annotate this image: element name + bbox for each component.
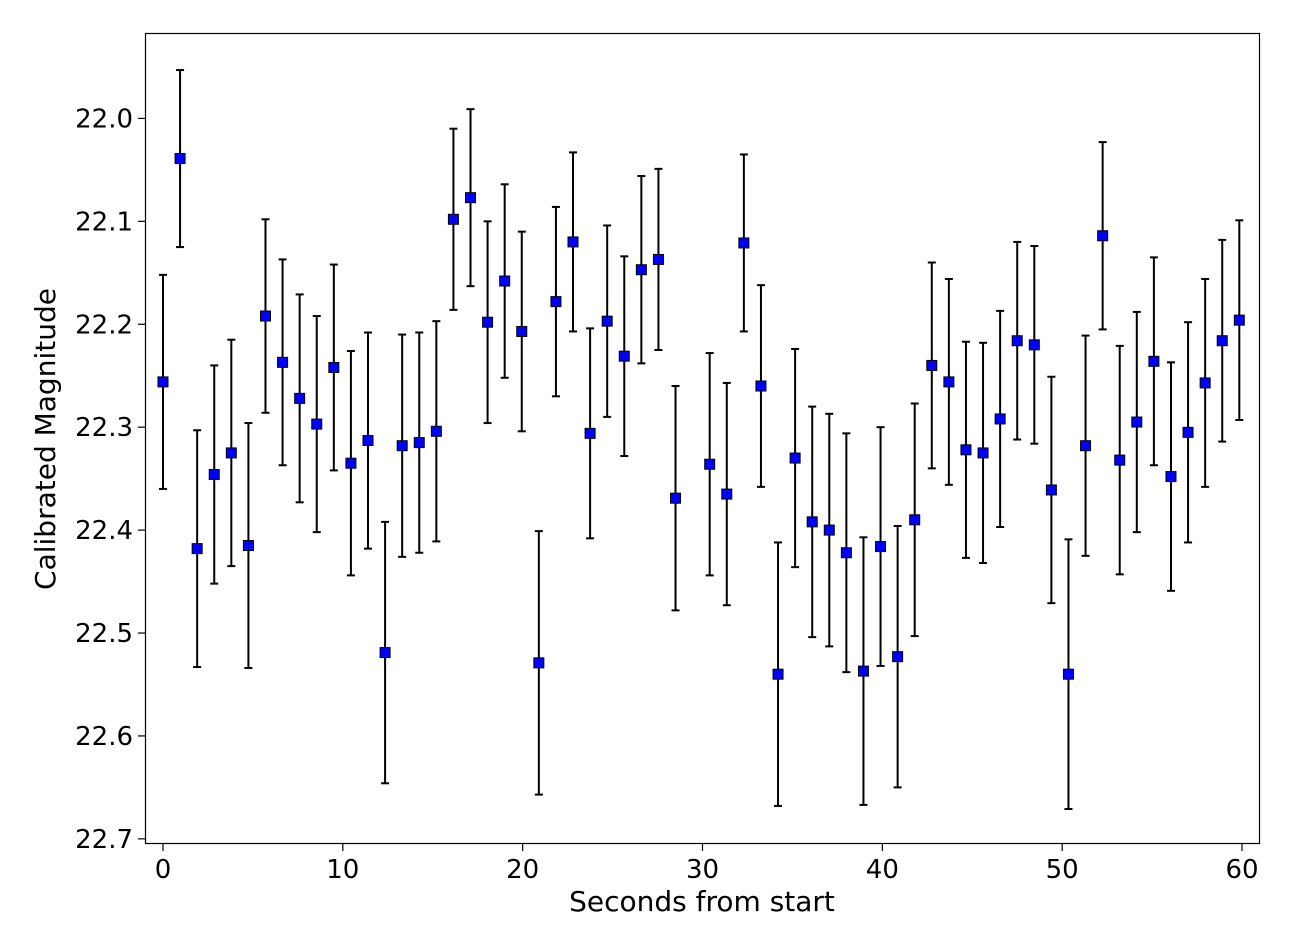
data-point — [396, 440, 408, 452]
data-point — [482, 316, 494, 328]
x-tick-label: 30 — [686, 855, 719, 885]
data-point — [1028, 339, 1040, 351]
y-axis: 22.0 22.1 22.2 22.3 22.4 22.5 22.6 22.7 — [75, 104, 145, 855]
data-point — [926, 359, 938, 371]
data-point — [772, 668, 784, 680]
data-point — [225, 447, 237, 459]
x-tick-label: 20 — [506, 855, 539, 885]
data-point — [259, 310, 271, 322]
data-point — [1114, 454, 1126, 466]
y-tick-label: 22.3 — [75, 413, 133, 443]
data-point — [328, 361, 340, 373]
data-point — [994, 413, 1006, 425]
data-point — [806, 516, 818, 528]
data-point — [960, 444, 972, 456]
data-point — [533, 657, 545, 669]
data-point — [550, 296, 562, 308]
data-point — [345, 457, 357, 469]
data-point — [721, 488, 733, 500]
data-point — [840, 547, 852, 559]
data-point — [311, 418, 323, 430]
data-point — [584, 427, 596, 439]
x-tick-label: 60 — [1225, 855, 1258, 885]
data-point — [277, 356, 289, 368]
data-point — [1233, 314, 1245, 326]
plot-area-background — [145, 33, 1260, 844]
y-axis-label: Calibrated Magnitude — [29, 288, 62, 590]
y-tick-label: 22.6 — [75, 722, 133, 752]
data-point — [174, 153, 186, 165]
data-point — [294, 392, 306, 404]
data-point — [738, 237, 750, 249]
data-point — [601, 315, 613, 327]
data-point — [499, 275, 511, 287]
x-axis-label: Seconds from start — [569, 885, 835, 918]
data-point — [1062, 668, 1074, 680]
data-point — [242, 540, 254, 552]
data-point — [943, 376, 955, 388]
x-axis: 0 10 20 30 40 50 60 — [155, 844, 1259, 885]
data-point — [191, 543, 203, 555]
y-tick-label: 22.4 — [75, 516, 133, 546]
data-point — [618, 350, 630, 362]
data-point — [379, 647, 391, 659]
data-point — [447, 213, 459, 225]
data-point — [157, 376, 169, 388]
data-point — [516, 325, 528, 337]
y-tick-label: 22.1 — [75, 207, 133, 237]
x-tick-label: 10 — [326, 855, 359, 885]
data-point — [1199, 377, 1211, 389]
data-point — [465, 192, 477, 204]
y-tick-label: 22.0 — [75, 104, 133, 134]
data-point — [652, 253, 664, 265]
data-point — [789, 452, 801, 464]
data-point — [567, 236, 579, 248]
data-point — [1097, 230, 1109, 242]
data-point — [755, 380, 767, 392]
marker-layer — [157, 153, 1245, 680]
data-point — [1216, 335, 1228, 347]
data-point — [892, 651, 904, 663]
x-tick-label: 40 — [866, 855, 899, 885]
x-tick-label: 0 — [155, 855, 172, 885]
y-tick-label: 22.7 — [75, 825, 133, 855]
x-tick-label: 50 — [1046, 855, 1079, 885]
data-point — [1165, 471, 1177, 483]
data-point — [1045, 484, 1057, 496]
data-point — [1011, 335, 1023, 347]
data-point — [1131, 416, 1143, 428]
y-tick-label: 22.5 — [75, 619, 133, 649]
data-point — [704, 458, 716, 470]
plot-area-frame — [144, 32, 1261, 845]
data-point — [909, 514, 921, 526]
data-point — [875, 541, 887, 553]
data-point — [1148, 355, 1160, 367]
data-point — [670, 492, 682, 504]
data-point — [1182, 426, 1194, 438]
data-point — [823, 524, 835, 536]
data-point — [977, 447, 989, 459]
data-point — [413, 437, 425, 449]
data-point — [635, 264, 647, 276]
y-tick-label: 22.2 — [75, 310, 133, 340]
data-point — [430, 425, 442, 437]
data-point — [208, 469, 220, 481]
data-point — [857, 665, 869, 677]
data-point — [362, 435, 374, 447]
data-point — [1080, 440, 1092, 452]
